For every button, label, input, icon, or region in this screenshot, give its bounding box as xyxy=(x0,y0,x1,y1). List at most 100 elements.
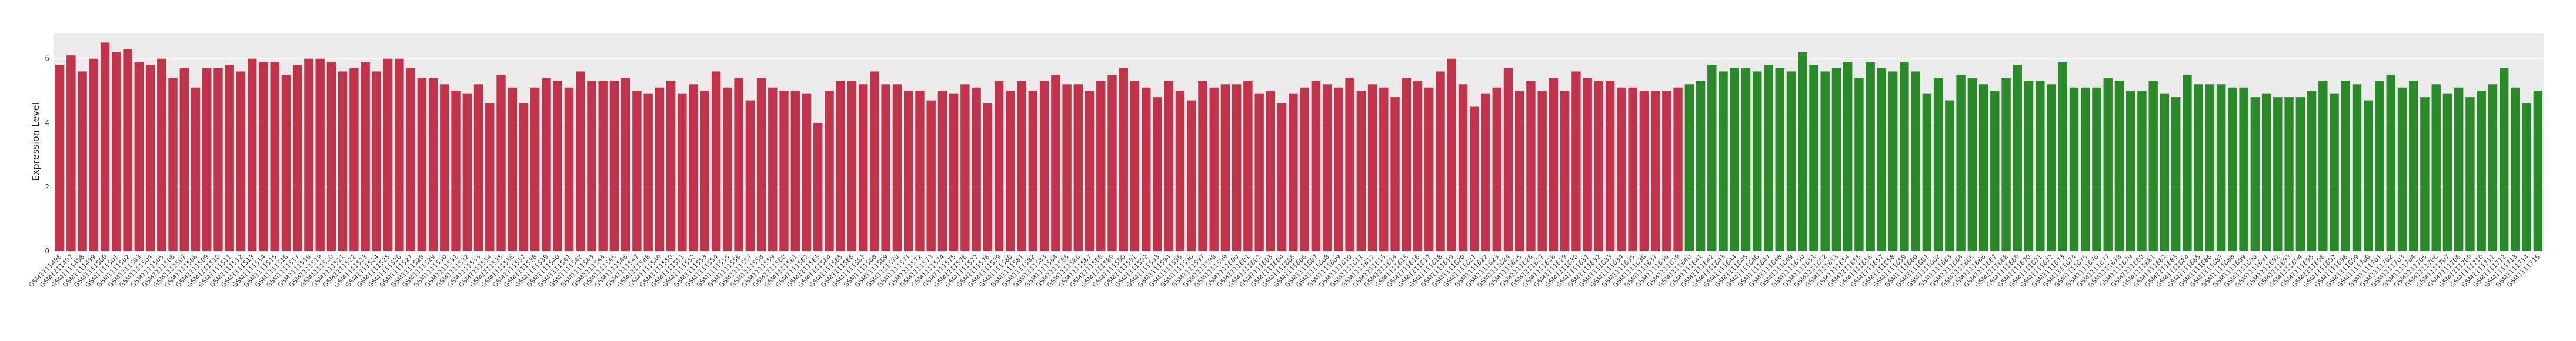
bar xyxy=(2137,91,2147,252)
bar xyxy=(2364,100,2373,251)
bar xyxy=(1730,68,1739,251)
bar xyxy=(700,91,710,252)
bar xyxy=(1424,87,1434,251)
bar xyxy=(462,93,472,252)
bar xyxy=(847,81,857,251)
bar xyxy=(1345,78,1354,251)
bar xyxy=(2465,97,2475,251)
bar xyxy=(609,81,619,251)
bar xyxy=(281,74,291,252)
bar xyxy=(2216,84,2226,251)
bar xyxy=(926,100,936,251)
bar xyxy=(2036,81,2045,251)
bar xyxy=(1650,91,1660,252)
bar xyxy=(1209,87,1219,251)
bar xyxy=(1741,68,1751,251)
bar xyxy=(55,65,65,251)
bar xyxy=(1537,91,1547,252)
bar xyxy=(666,81,676,251)
bar xyxy=(1130,81,1140,251)
bar xyxy=(100,42,110,251)
bar xyxy=(1888,71,1898,252)
bar xyxy=(1402,78,1411,251)
bar xyxy=(1085,91,1095,252)
bar xyxy=(2397,87,2407,251)
bar xyxy=(361,62,370,252)
bar xyxy=(2001,78,2011,251)
bar xyxy=(1356,91,1366,252)
bar xyxy=(1719,71,1728,252)
bar xyxy=(292,65,302,251)
bar xyxy=(1142,87,1151,251)
bar xyxy=(1367,84,1377,251)
y-tick-label: 4 xyxy=(45,119,49,127)
bar xyxy=(134,62,144,252)
bar xyxy=(643,93,653,252)
bar xyxy=(78,71,87,252)
bar xyxy=(1707,65,1717,251)
bar xyxy=(1560,91,1570,252)
bar xyxy=(1639,91,1649,252)
bar xyxy=(519,103,529,251)
bar xyxy=(1990,91,2000,252)
bar xyxy=(1571,71,1581,252)
bar xyxy=(168,78,178,251)
bar xyxy=(576,71,585,252)
bar xyxy=(191,87,201,251)
bar xyxy=(2522,103,2531,251)
bar xyxy=(1300,87,1309,251)
bar xyxy=(915,91,925,252)
bar xyxy=(2409,81,2418,251)
bar xyxy=(395,58,404,251)
bar xyxy=(2386,74,2395,252)
bar xyxy=(1311,81,1321,251)
bar xyxy=(372,71,382,252)
bar xyxy=(881,84,890,251)
bar xyxy=(1549,78,1559,251)
bar xyxy=(157,58,166,251)
bar xyxy=(1956,74,1966,252)
bar xyxy=(1175,91,1185,252)
bar xyxy=(553,81,562,251)
bar xyxy=(1470,106,1479,251)
bar xyxy=(2511,87,2520,251)
bar xyxy=(2375,81,2384,251)
bar xyxy=(248,58,257,251)
bar xyxy=(689,84,698,251)
bar xyxy=(1436,71,1445,252)
bar xyxy=(1786,71,1796,252)
bar xyxy=(903,91,913,252)
bar xyxy=(756,78,766,251)
bar xyxy=(1322,84,1332,251)
bar xyxy=(2228,87,2237,251)
bar xyxy=(236,71,246,252)
bar xyxy=(1039,81,1049,251)
bar xyxy=(1334,87,1343,251)
bar xyxy=(89,58,99,251)
bar xyxy=(2533,91,2543,252)
bar xyxy=(2284,97,2294,251)
bar xyxy=(2442,93,2452,252)
bar xyxy=(587,81,596,251)
bar xyxy=(1843,62,1853,252)
bar xyxy=(1379,87,1389,251)
bar xyxy=(1696,81,1706,251)
bar xyxy=(859,84,868,251)
bar xyxy=(2307,91,2317,252)
bar xyxy=(123,49,132,251)
bar xyxy=(2352,84,2362,251)
bar xyxy=(937,91,947,252)
bar xyxy=(813,122,823,251)
bar xyxy=(1775,68,1784,251)
bar xyxy=(723,87,732,251)
bar xyxy=(112,52,121,251)
y-tick-label: 2 xyxy=(45,183,49,191)
y-tick-label: 0 xyxy=(45,247,49,255)
bar xyxy=(1764,65,1773,251)
bar xyxy=(2420,97,2430,251)
bar xyxy=(1866,62,1875,252)
bar xyxy=(473,84,483,251)
bar xyxy=(2160,93,2170,252)
bar xyxy=(1900,62,1909,252)
bar xyxy=(145,65,155,251)
